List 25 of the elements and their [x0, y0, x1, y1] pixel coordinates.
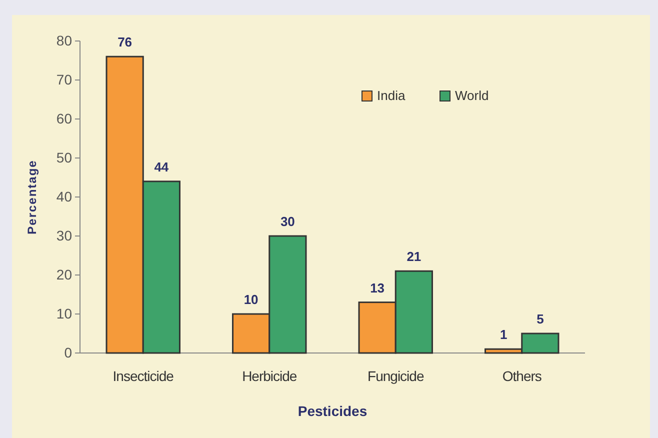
- x-tick-label: Others: [502, 368, 542, 384]
- y-tick-label: 20: [56, 266, 72, 282]
- x-tick-label: Insecticide: [112, 368, 174, 384]
- y-tick-label: 10: [56, 305, 72, 322]
- legend-label: India: [377, 88, 406, 103]
- x-axis-title: Pesticides: [298, 403, 368, 419]
- data-label: 21: [406, 249, 422, 264]
- data-label: 13: [370, 280, 385, 296]
- data-label: 44: [154, 159, 170, 174]
- y-tick-label: 0: [64, 344, 72, 360]
- data-label: 10: [244, 292, 258, 307]
- y-tick-label: 50: [56, 149, 72, 166]
- y-tick-label: 30: [56, 227, 72, 244]
- data-label: 30: [280, 214, 295, 229]
- data-label: 5: [536, 312, 544, 326]
- data-label: 1: [500, 327, 508, 342]
- y-tick-label: 70: [56, 71, 72, 88]
- x-tick-label: Fungicide: [368, 368, 424, 384]
- y-tick-label: 60: [56, 110, 72, 126]
- data-label: 76: [118, 34, 132, 50]
- y-axis-title: Percentage: [25, 160, 39, 234]
- legend-label: World: [455, 88, 489, 103]
- y-tick-label: 40: [56, 188, 72, 204]
- y-tick-label: 80: [56, 32, 72, 48]
- x-tick-label: Herbicide: [242, 368, 298, 384]
